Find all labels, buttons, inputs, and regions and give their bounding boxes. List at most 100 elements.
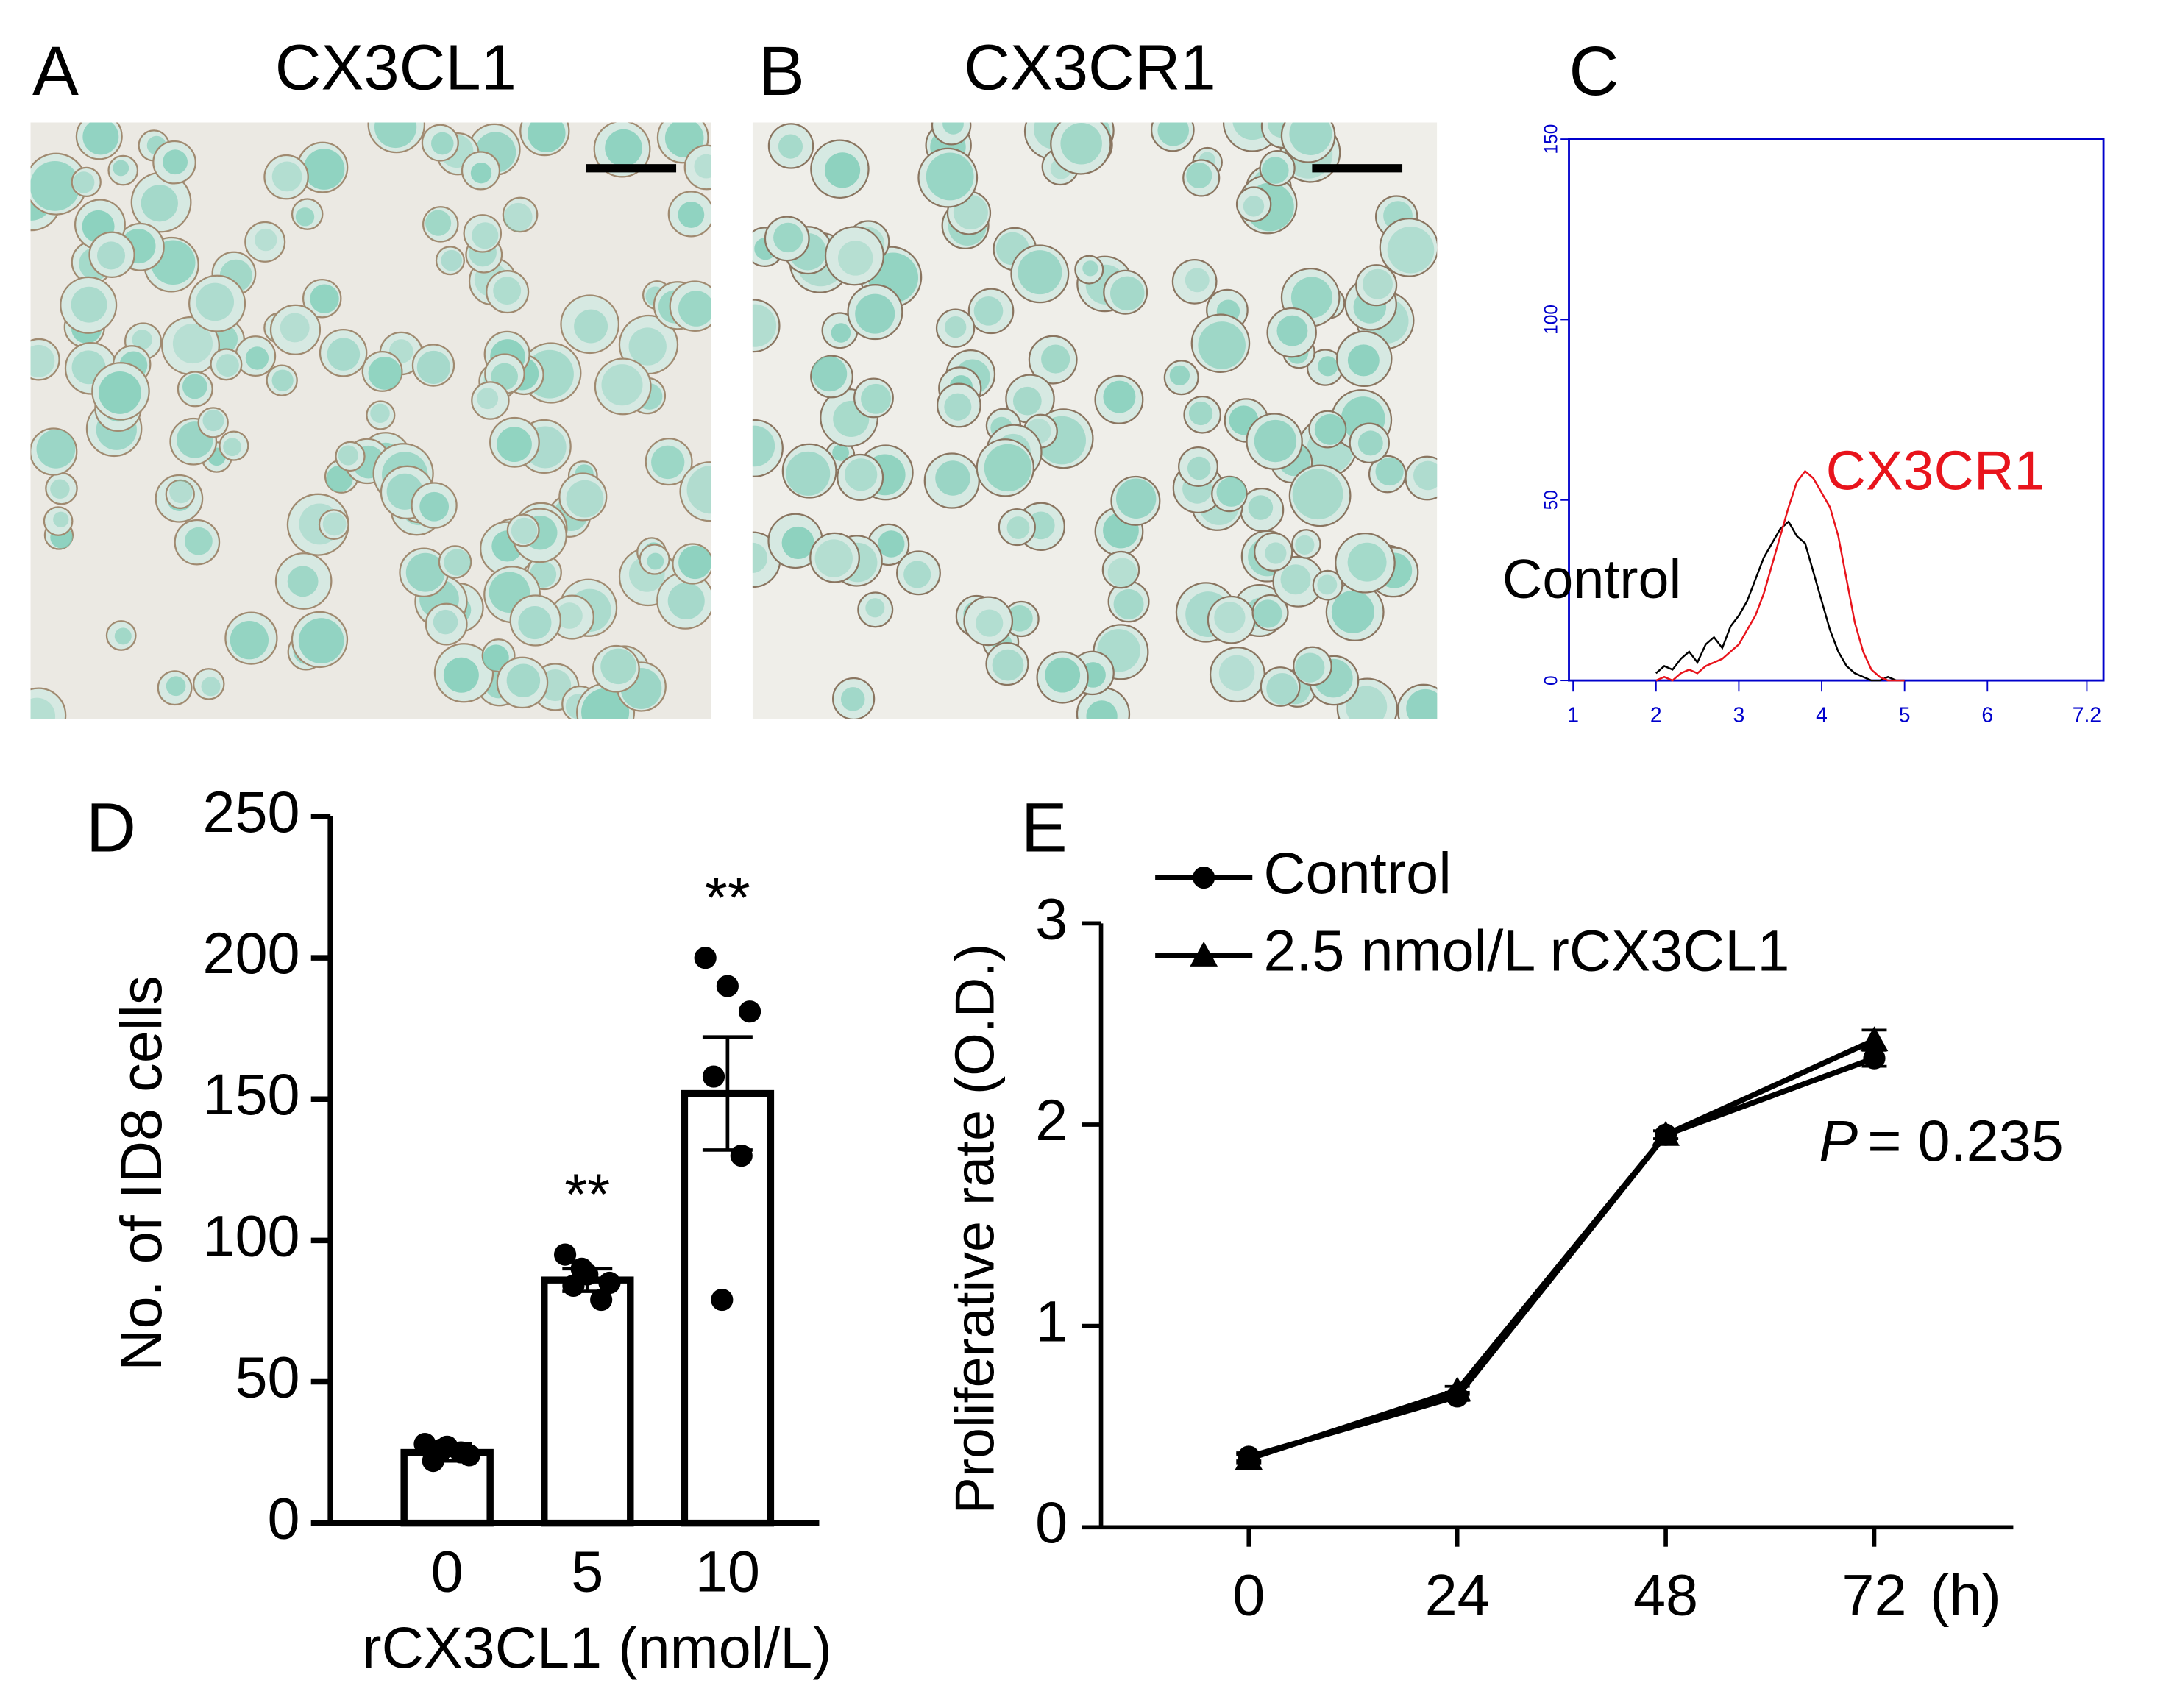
x-tick-label: 7.2 (2073, 703, 2101, 727)
series-line (1248, 1037, 1876, 1462)
nucleus (855, 293, 895, 334)
data-point (562, 1274, 585, 1297)
cell (435, 246, 465, 276)
cell (594, 357, 652, 416)
cell (837, 453, 884, 501)
nucleus (528, 122, 566, 152)
nucleus (271, 161, 302, 192)
nucleus (667, 582, 705, 619)
nucleus (1187, 456, 1211, 480)
nucleus (374, 122, 417, 149)
nucleus (1157, 122, 1190, 146)
x-tick-label: 3 (1733, 703, 1745, 727)
nucleus (1406, 688, 1438, 719)
nucleus (497, 427, 532, 463)
nucleus (477, 388, 499, 410)
nucleus (1314, 413, 1346, 445)
cell (679, 461, 711, 522)
histogram-line (1655, 469, 1905, 682)
cell (88, 231, 135, 278)
nucleus (223, 438, 242, 457)
nucleus (903, 561, 931, 588)
x-axis-label: rCX3CL1 (nmol/L) (362, 1615, 832, 1680)
nucleus (368, 356, 402, 390)
bar (400, 1448, 494, 1527)
legend-label: 2.5 nmol/L rCX3CL1 (1263, 918, 1789, 983)
nucleus (1276, 315, 1308, 346)
nucleus (444, 549, 471, 576)
cell (335, 441, 366, 472)
cell (318, 509, 349, 541)
nucleus (1362, 268, 1393, 299)
y-axis-label: No. of ID8 cells (108, 975, 174, 1370)
cell (263, 154, 309, 200)
cell (857, 591, 894, 628)
panel-label: E (1021, 789, 1068, 867)
cell (1312, 569, 1343, 601)
nucleus (1115, 478, 1157, 519)
nucleus (1045, 657, 1081, 693)
nucleus (694, 154, 711, 179)
nucleus (678, 545, 711, 580)
nucleus (98, 371, 141, 414)
y-tick-label: 50 (235, 1344, 299, 1409)
nucleus (182, 374, 207, 399)
x-tick-label: 4 (1816, 703, 1828, 727)
nucleus (310, 284, 339, 313)
x-tick-label: 10 (695, 1538, 760, 1604)
cell (809, 532, 860, 583)
micrograph-a (30, 122, 711, 719)
nucleus (433, 609, 458, 635)
nucleus (1261, 157, 1289, 184)
y-tick-label: 100 (202, 1203, 299, 1268)
nucleus (295, 207, 315, 227)
nucleus (1086, 700, 1118, 719)
cell (193, 668, 225, 700)
nucleus (1198, 321, 1246, 369)
nucleus (493, 277, 522, 305)
nucleus (574, 309, 608, 344)
nucleus (169, 480, 193, 504)
nucleus (1254, 419, 1297, 463)
nucleus (36, 429, 76, 469)
y-tick-label: 50 (1541, 490, 1561, 510)
cell (210, 348, 243, 381)
series-label: CX3CR1 (1826, 440, 2045, 502)
nucleus (1345, 686, 1388, 719)
nucleus (1185, 268, 1210, 293)
data-point (413, 1432, 436, 1456)
cell (1235, 186, 1272, 222)
cell (244, 221, 286, 263)
nucleus (840, 687, 865, 711)
nucleus (555, 602, 583, 629)
cell (998, 508, 1036, 547)
cell (366, 400, 396, 430)
nucleus (419, 491, 450, 522)
nucleus (1347, 344, 1380, 377)
cell (963, 596, 1014, 647)
cell (824, 226, 884, 286)
cell (71, 166, 102, 198)
panel-label: C (1569, 32, 1619, 110)
nucleus (114, 627, 132, 645)
nucleus (1103, 380, 1136, 413)
cell (1254, 532, 1293, 572)
image-title: CX3CR1 (964, 32, 1215, 103)
nucleus (812, 356, 848, 392)
y-tick-label: 150 (202, 1061, 299, 1127)
nucleus (832, 444, 850, 461)
nucleus (184, 527, 213, 555)
cell (1171, 258, 1218, 305)
cell (219, 430, 249, 461)
nucleus (1292, 469, 1343, 520)
nucleus (678, 202, 705, 228)
nucleus (935, 460, 970, 496)
cell (752, 299, 781, 353)
nucleus (1254, 599, 1282, 628)
nucleus (405, 552, 445, 592)
nucleus (472, 222, 499, 249)
nucleus (425, 210, 452, 236)
nucleus (976, 609, 1004, 637)
cell (60, 276, 118, 334)
marker-triangle (1652, 1120, 1680, 1146)
